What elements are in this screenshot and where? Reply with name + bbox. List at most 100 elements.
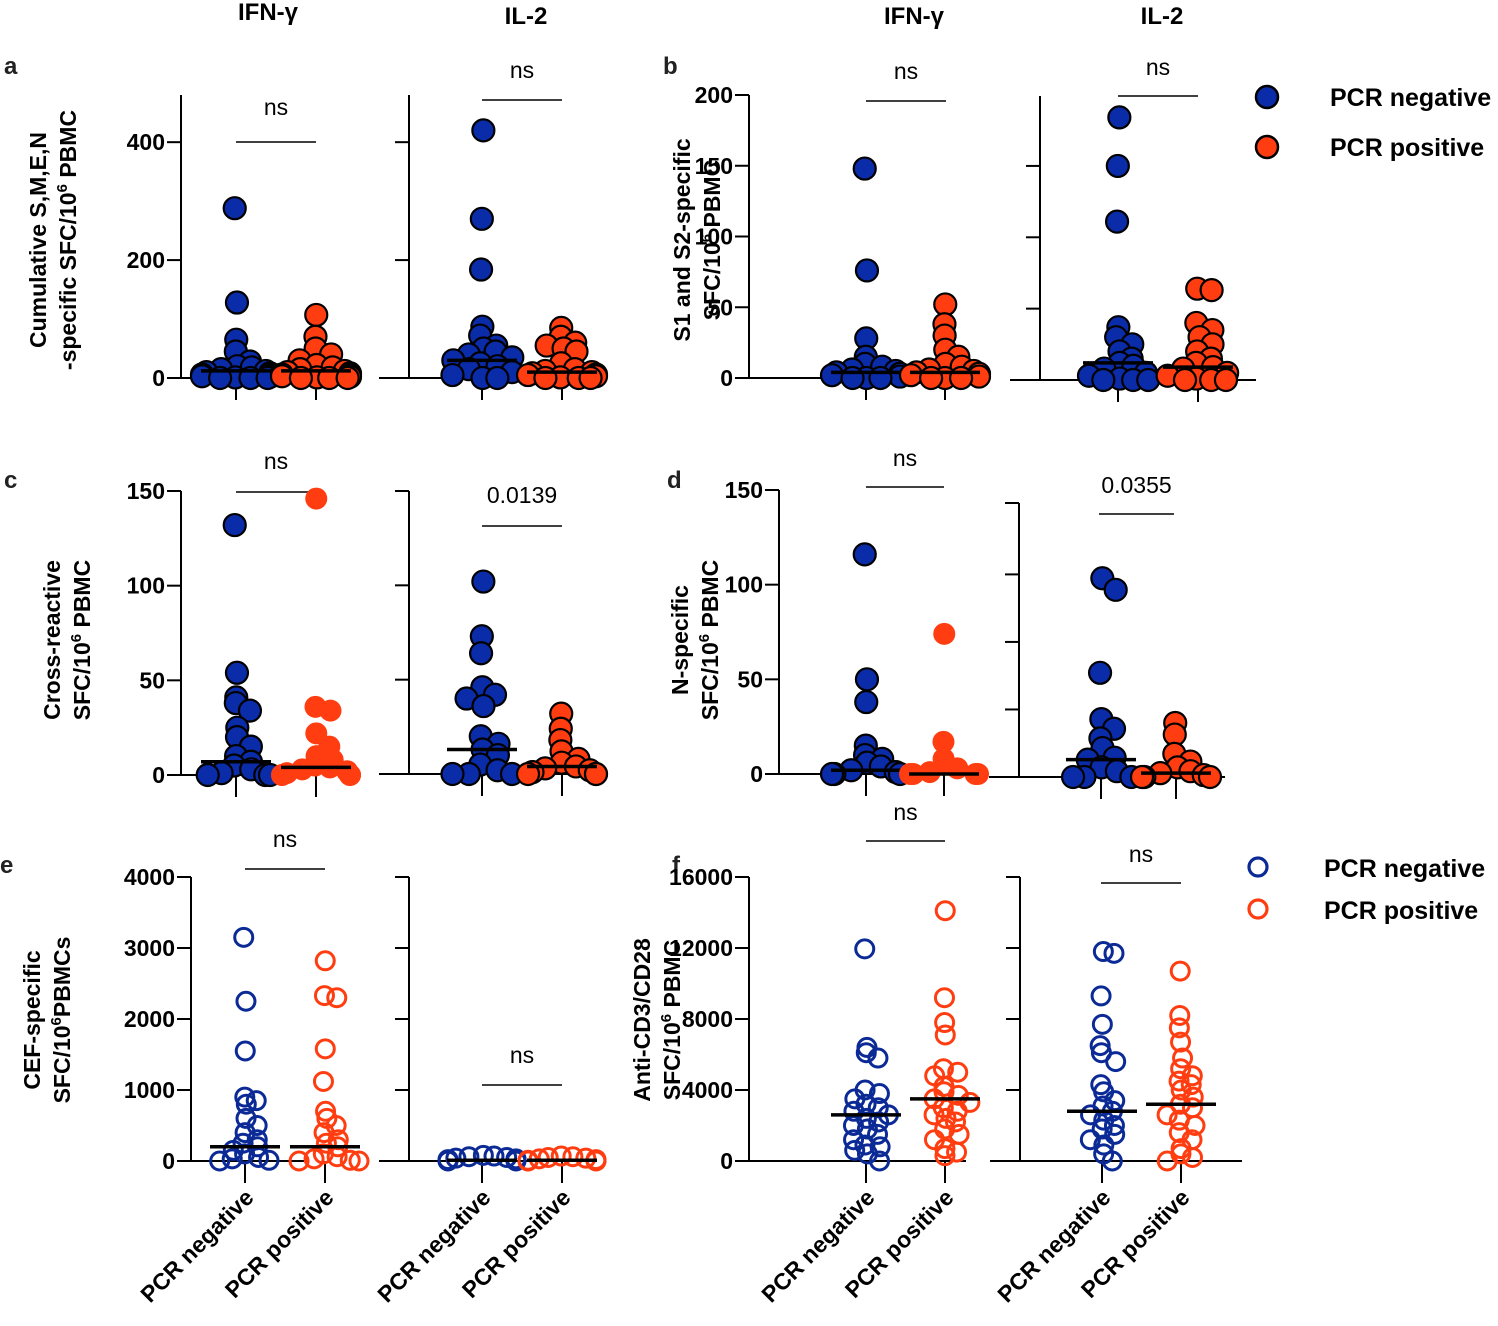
data-point [314,950,336,972]
data-point [234,1040,256,1062]
significance-label: ns [510,57,534,83]
data-point [946,1100,968,1122]
subplot-d-ifn-gamma: 0 50 100 150 ns [725,445,989,796]
y-tick-label: 150 [695,153,733,179]
series-pcr-negative [1067,941,1137,1172]
data-point [485,365,510,391]
data-point [1181,1065,1203,1087]
data-point [1080,1104,1102,1126]
data-point [1079,1129,1101,1151]
data-point [314,1038,336,1060]
y-tick-label: 150 [725,477,763,503]
data-point [840,365,865,391]
y-tick-label: 8000 [682,1006,733,1032]
data-point [271,764,293,786]
data-point [235,990,257,1012]
data-point [326,987,348,1009]
data-point [867,1047,889,1069]
legend-label-negative: PCR negative [1330,84,1491,112]
series-pcr-positive [898,292,992,391]
data-point [1103,1115,1125,1136]
y-tick-label: 50 [139,667,165,693]
series-pcr-negative [189,196,283,391]
data-point [1091,367,1116,393]
significance-label: ns [510,1042,534,1068]
column-title-il2-right: IL-2 [1141,3,1184,30]
y-tick-label: 50 [737,666,763,692]
series-pcr-positive [269,302,363,391]
series-pcr-positive [910,900,981,1167]
legend-marker-negative [1254,84,1280,110]
data-point [221,1148,243,1170]
data-point [1091,1013,1113,1035]
y-axis-label-line1: S1 and S2-specific [669,138,695,341]
data-point [854,938,876,960]
data-point [233,926,255,948]
subplot-b-ifn-gamma: 0 50 100 150 200 ns [695,58,992,400]
y-axis-label-line2: SFC/106 PBMC [696,560,723,720]
data-point [1101,1150,1123,1172]
column-title-ifn-right: IFN-γ [884,3,945,30]
panels: Cumulative S,M,E,N -specific SFC/106 PBMC… [19,54,1256,1307]
column-title-ifn-left: IFN-γ [238,0,299,26]
significance-label: ns [894,58,918,84]
significance-label: 0.0355 [1101,472,1171,498]
data-point [854,667,880,692]
data-point [1172,1047,1194,1069]
series-pcr-negative [1076,105,1161,393]
series-pcr-positive [515,315,609,391]
data-point [469,206,494,231]
panel-d: N-specific SFC/106 PBMC 0 50 100 150 ns 0.0355 [667,445,1225,799]
y-axis-label-line2: SFC/106 PBMC [658,940,685,1100]
y-axis-label-line2: -specific SFC/106 PBMC [54,110,81,370]
series-pcr-negative [209,926,280,1172]
column-title-il2-left: IL-2 [505,3,548,30]
significance-label: ns [264,448,288,474]
data-point [471,118,496,143]
legend-label-negative-open: PCR negative [1324,855,1485,883]
series-pcr-positive [1146,960,1216,1172]
data-point [258,1149,280,1171]
legend-label-positive-open: PCR positive [1324,897,1478,925]
series-pcr-negative [437,1144,527,1172]
data-point [945,1111,967,1133]
data-point [918,761,941,784]
data-point [471,569,496,594]
data-point [867,1123,889,1145]
y-tick-label: 0 [720,1148,733,1174]
data-point [1169,960,1191,982]
significance-label: ns [1129,841,1153,867]
subplot-a-il-2: ns [379,57,609,400]
data-point [195,762,220,788]
series-pcr-negative [819,542,913,787]
significance-label: 0.0139 [487,482,557,508]
data-point [237,698,263,723]
data-point [933,622,956,645]
data-point [468,641,494,666]
data-point [854,258,880,283]
data-point [869,1150,891,1172]
data-point [1093,1134,1115,1156]
data-point [312,1070,334,1092]
legend-marker-positive [1254,134,1280,160]
data-point [819,761,845,787]
significance-label: ns [893,799,917,825]
data-point [440,761,465,787]
data-point [440,362,465,388]
data-point [852,542,877,567]
panel-e: CEF-specific SFC/106PBMCs 0 1000 2000 3000 400… [19,826,607,1307]
data-point [844,1139,866,1161]
y-tick-label: 0 [750,761,763,787]
data-point [222,512,247,538]
series-pcr-positive [515,701,609,787]
series-pcr-negative [831,938,901,1172]
data-point [854,689,879,715]
y-axis-label-line2: SFC/106 PBMC [698,160,725,320]
data-point [575,1147,597,1169]
series-pcr-negative [1060,566,1144,790]
y-tick-label: 4000 [124,864,175,890]
data-point [222,196,247,221]
panel-b: S1 and S2-specific SFC/106 PBMC 0 50 100 150 2… [669,54,1256,402]
